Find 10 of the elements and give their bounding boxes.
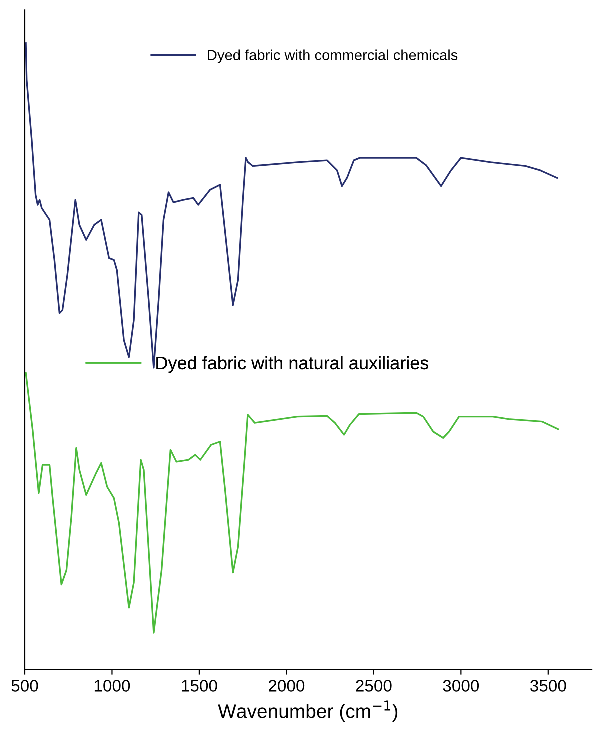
legend-label: Dyed fabric with natural auxiliaries: [156, 356, 429, 374]
x-axis-title: Wavenumber (cm$^{−1}$): [218, 700, 398, 722]
x-tick-label: 2000: [269, 680, 305, 692]
legend-label: Dyed fabric with commercial chemicals: [208, 50, 458, 64]
x-tick-label: 500: [12, 680, 38, 692]
x-tick-label: 3500: [530, 680, 566, 692]
x-tick-label: 3000: [443, 680, 480, 692]
x-tick-label: 2500: [356, 680, 392, 692]
x-tick-label: 1000: [94, 680, 130, 692]
x-tick-label: 1500: [182, 680, 218, 692]
